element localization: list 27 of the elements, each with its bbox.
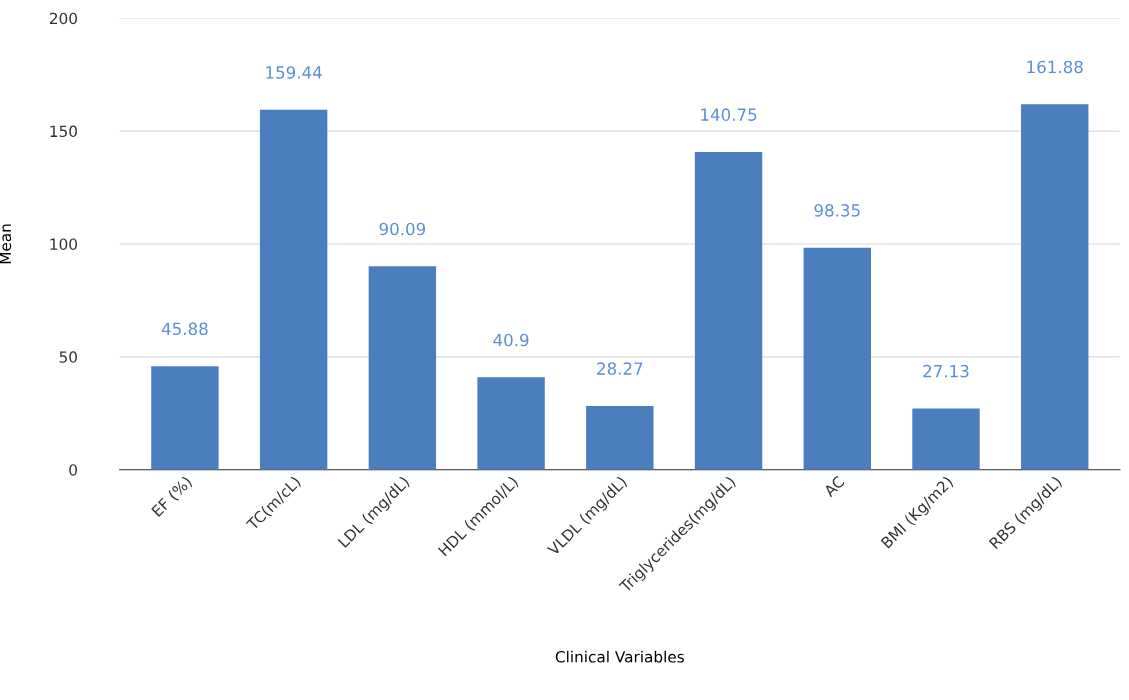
data-label: 45.88 <box>161 322 208 336</box>
data-label: 159.44 <box>266 66 322 79</box>
y-tick-label: 0 <box>69 464 77 476</box>
bar <box>259 109 328 470</box>
y-tick-label: 100 <box>50 238 77 250</box>
y-tick-label: 200 <box>49 12 77 25</box>
data-label: 28.27 <box>597 362 643 375</box>
bar <box>1021 104 1089 470</box>
data-label: 90.09 <box>379 222 426 236</box>
data-label: 161.88 <box>1027 60 1083 74</box>
bar <box>477 377 545 470</box>
bar <box>912 408 980 470</box>
data-label: 140.75 <box>701 108 757 121</box>
bar <box>803 247 871 470</box>
bar <box>694 151 763 470</box>
data-label: 27.13 <box>923 364 969 378</box>
x-axis-title: Clinical Variables <box>555 650 684 663</box>
bar <box>151 366 219 470</box>
data-label: 40.9 <box>493 333 529 347</box>
bar <box>368 266 437 470</box>
y-tick-label: 50 <box>59 351 77 363</box>
bar <box>586 405 654 470</box>
y-axis-title: Mean <box>0 224 12 264</box>
data-label: 98.35 <box>814 204 860 217</box>
y-tick-label: 150 <box>50 125 77 138</box>
x-tick-label: EF (%) <box>150 475 194 519</box>
x-tick-label: AC <box>822 475 846 498</box>
